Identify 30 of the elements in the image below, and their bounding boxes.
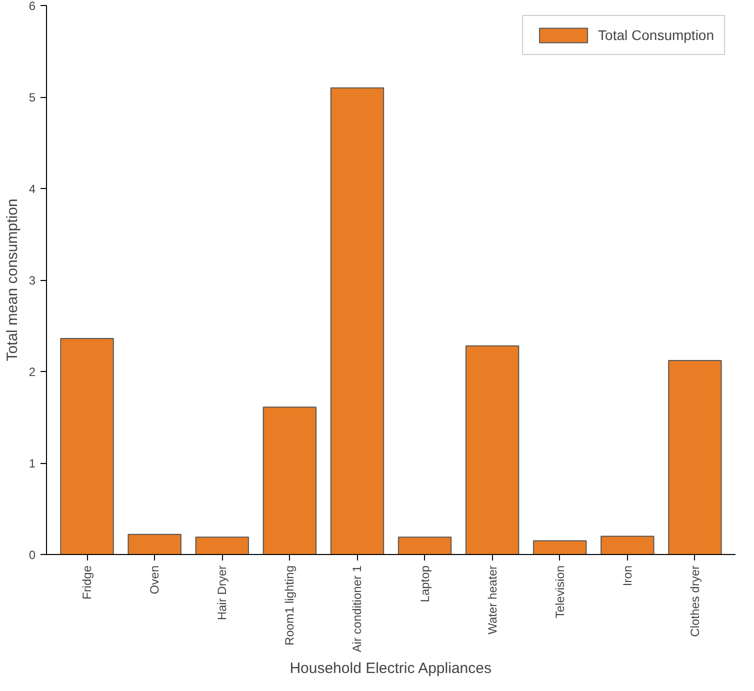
legend-label: Total Consumption [598,27,714,43]
y-tick-label: 2 [28,365,36,379]
y-tick-label: 5 [28,90,36,104]
x-tick-label: Air conditioner 1 [350,565,364,652]
bar [330,87,384,554]
bar [128,534,182,554]
x-tick-label: Iron [620,565,634,586]
x-tick-label: Hair Dryer [215,565,230,620]
bar [195,536,249,554]
x-tick-label: Laptop [418,565,432,602]
x-tick-label: Fridge [80,565,94,600]
x-tick-label: Television [552,565,567,618]
x-axis-title: Household Electric Appliances [290,660,492,678]
y-tick-label: 4 [28,182,36,196]
x-tick-label: Room1 lighting [282,566,297,646]
bar [60,338,114,554]
bar [668,360,722,554]
x-tick-label: Clothes dryer [688,565,702,637]
bar [398,536,452,554]
y-axis-title: Total mean consumption [4,198,21,362]
y-tick-label: 1 [28,456,36,470]
bar [465,345,520,554]
y-tick-label: 0 [28,548,36,562]
bar [533,540,587,554]
bar [262,406,317,554]
x-tick-label: Water heater [485,565,500,634]
bar [600,536,654,554]
x-tick-label: Oven [148,565,162,594]
y-tick-label: 3 [28,274,36,288]
y-tick-label: 6 [28,0,36,13]
